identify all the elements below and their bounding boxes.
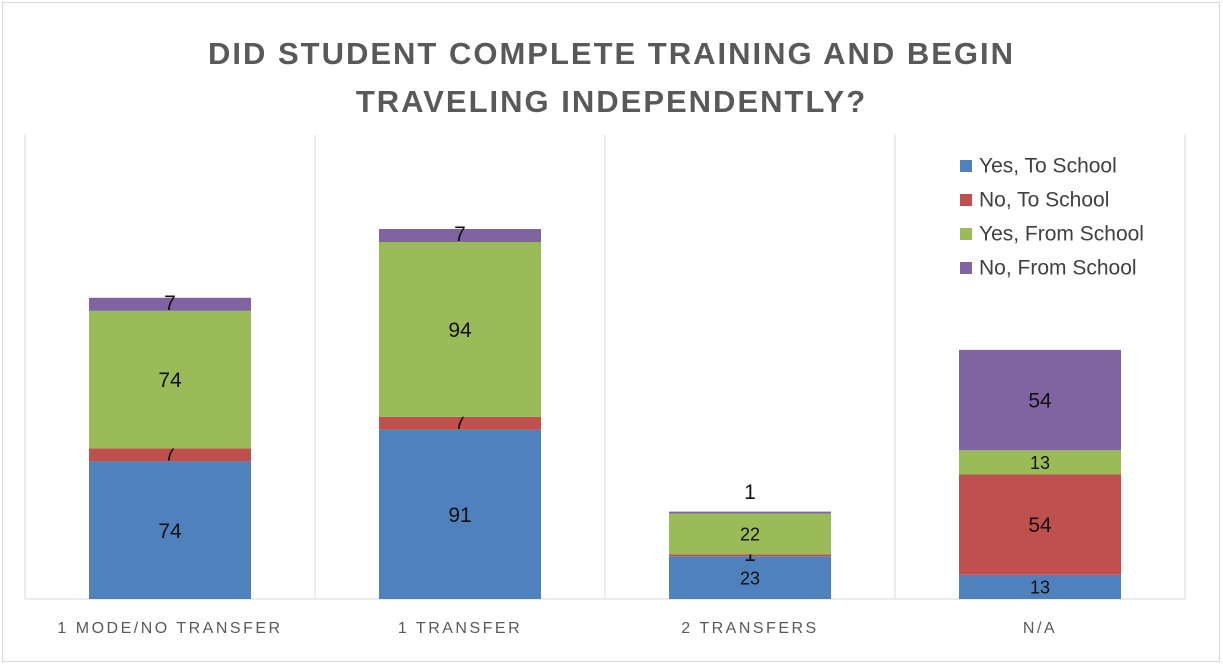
data-label: 54 xyxy=(1028,390,1052,413)
bar-segment xyxy=(959,349,1121,451)
chart-title: DID STUDENT COMPLETE TRAINING AND BEGIN … xyxy=(207,36,1016,119)
bar-segment xyxy=(379,229,541,243)
legend-label: No, To School xyxy=(979,189,1109,212)
bar-segment xyxy=(669,511,831,514)
legend-swatch xyxy=(960,160,972,172)
data-label: 7 xyxy=(454,223,466,246)
bar-segment xyxy=(379,416,541,430)
data-label: 74 xyxy=(158,520,182,543)
bar-segment xyxy=(669,513,831,555)
bar-segment xyxy=(669,556,831,599)
data-label: 91 xyxy=(448,504,471,527)
data-label: 7 xyxy=(454,411,466,434)
bar-segment xyxy=(959,450,1121,475)
bar-segment xyxy=(959,474,1121,575)
data-label: 1 xyxy=(744,481,756,504)
x-tick-label: 1 MODE/NO TRANSFER xyxy=(57,620,282,637)
legend-label: Yes, To School xyxy=(979,155,1117,178)
bar-segment xyxy=(669,554,831,557)
bar-segment xyxy=(89,448,251,462)
x-tick-label: 1 TRANSFER xyxy=(398,620,522,637)
bar-segment xyxy=(89,297,251,311)
data-label: 23 xyxy=(740,568,760,588)
x-tick-label: N/A xyxy=(1023,620,1057,637)
data-label: 13 xyxy=(1030,578,1050,598)
bar-segment xyxy=(959,574,1121,599)
data-label: 22 xyxy=(740,525,760,545)
bar-segment xyxy=(89,461,251,599)
data-label: 54 xyxy=(1028,514,1052,537)
data-label: 7 xyxy=(164,442,176,465)
legend-label: Yes, From School xyxy=(979,223,1144,246)
bar-segment xyxy=(89,310,251,449)
legend-swatch xyxy=(960,228,972,240)
legend-swatch xyxy=(960,194,972,206)
data-label: 94 xyxy=(448,319,472,342)
legend-label: No, From School xyxy=(979,257,1137,280)
bar-segment xyxy=(379,242,541,417)
data-label: 13 xyxy=(1030,453,1050,473)
legend-swatch xyxy=(960,262,972,274)
data-label: 7 xyxy=(164,292,176,315)
bar-segment xyxy=(379,429,541,599)
data-label: 74 xyxy=(158,369,182,392)
x-tick-label: 2 TRANSFERS xyxy=(681,620,818,637)
